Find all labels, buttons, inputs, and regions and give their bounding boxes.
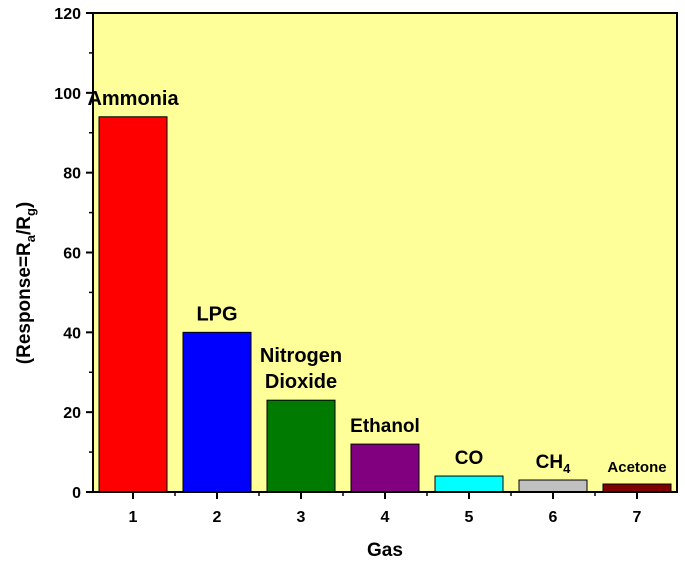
y-tick-label: 40 [63,325,81,342]
bar-label-4: Ethanol [350,416,420,437]
y-axis-title-suffix: ) [14,202,35,208]
y-tick-label: 100 [54,86,81,103]
y-axis-title-prefix: (Response=R [14,242,35,364]
bar-label-3: Nitrogen Dioxide [260,345,342,393]
x-tick-label: 7 [633,509,642,526]
x-axis-title: Gas [367,540,403,561]
x-tick-label: 5 [465,509,474,526]
x-tick-label: 2 [213,509,222,526]
y-tick-label: 20 [63,405,81,422]
bar-label-6: CH4 [536,452,571,476]
y-tick-label: 120 [54,6,81,23]
y-axis: 0 20 40 60 80 100 120 [54,6,93,502]
bar-7 [602,483,672,493]
y-tick-label: 80 [63,166,81,183]
bar-label-5: CO [455,448,484,469]
y-tick-label: 60 [63,246,81,263]
y-axis-title-mid: /R [14,216,35,235]
x-axis: 1 2 3 4 5 6 7 [129,492,642,526]
bar-label-2: LPG [196,303,237,325]
x-tick-label: 3 [297,509,306,526]
y-axis-title-sub-a: a [23,234,38,242]
x-tick-label: 6 [549,509,558,526]
bar-6 [518,479,588,493]
bar-label-7: Acetone [607,459,666,476]
y-axis-title: (Response=Ra/Rg) [14,202,38,364]
bar-1 [98,116,168,493]
bar-3 [266,399,336,493]
y-tick-label: 0 [72,485,81,502]
x-tick-label: 1 [129,509,138,526]
bar-5 [434,475,504,493]
bar-2 [182,331,252,493]
bar-4 [350,443,420,493]
bars-layer [98,116,672,493]
x-tick-label: 4 [381,509,390,526]
bar-label-1: Ammonia [87,88,179,110]
bar-labels-layer: Ammonia LPG Nitrogen Dioxide Ethanol CO CH4 Ace… [87,88,666,476]
y-axis-title-sub-g: g [23,208,38,216]
